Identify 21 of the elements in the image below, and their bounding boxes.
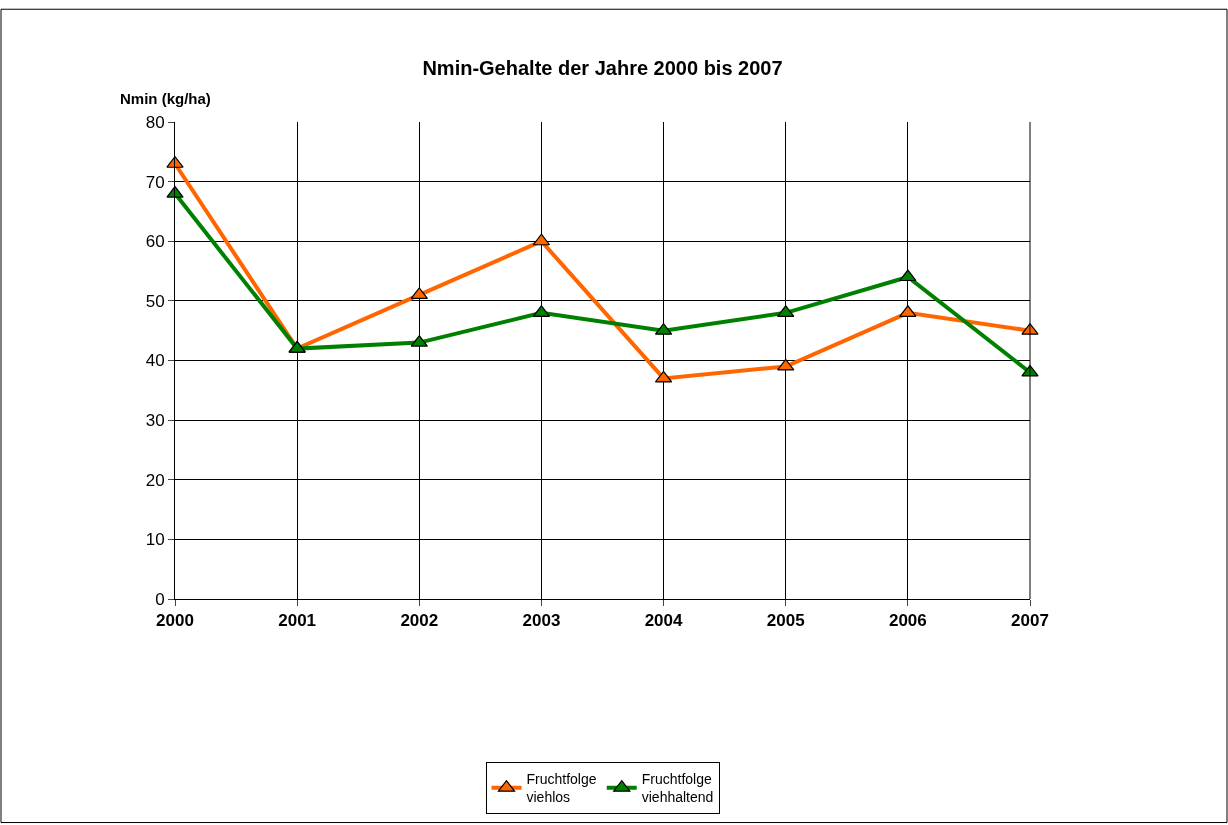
x-tick-label: 2003	[522, 611, 561, 631]
x-tick-label: 2004	[644, 611, 684, 631]
y-tick-label: 70	[145, 172, 165, 192]
legend-label: Fruchtfolge viehhaltend	[641, 771, 714, 806]
chart-title: Nmin-Gehalte der Jahre 2000 bis 2007	[422, 57, 783, 79]
y-tick-label: 0	[155, 589, 165, 609]
x-tick-label: 2002	[400, 611, 439, 631]
y-tick-label: 40	[145, 351, 165, 371]
y-tick-label: 20	[145, 470, 165, 490]
x-tick-label: 2000	[156, 611, 194, 631]
y-tick-label: 60	[145, 232, 165, 252]
x-tick-label: 2005	[766, 611, 805, 631]
x-tick-label: 2007	[1011, 611, 1049, 631]
y-tick-label: 30	[145, 411, 165, 431]
x-tick-label: 2006	[888, 611, 927, 631]
y-tick-label: 50	[145, 291, 165, 311]
x-tick-label: 2001	[278, 611, 317, 631]
y-tick-label: 80	[145, 112, 165, 132]
y-tick-label: 10	[145, 530, 165, 550]
legend-label: Fruchtfolge viehlos	[526, 771, 597, 806]
y-axis-title: Nmin (kg/ha)	[120, 90, 211, 107]
